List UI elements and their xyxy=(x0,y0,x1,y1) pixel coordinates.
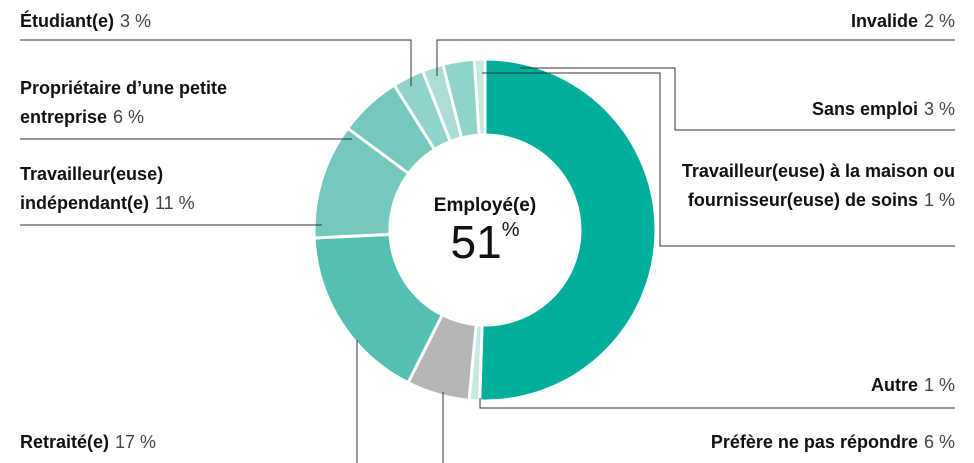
center-label: Employé(e) 51% xyxy=(385,195,585,267)
leader-line xyxy=(520,67,955,131)
value-label: 2 % xyxy=(923,11,955,31)
center-value: 51 xyxy=(450,216,502,268)
segment-label: Autre 1 % xyxy=(655,371,955,400)
category-label: Invalide xyxy=(850,11,918,31)
segment-label: Retraité(e) 17 % xyxy=(20,428,320,457)
value-label: 17 % xyxy=(115,432,157,452)
category-label: Sans emploi xyxy=(811,99,918,119)
value-label: 1 % xyxy=(923,190,955,210)
category-label: Travailleur(euse) indépendant(e) xyxy=(20,164,164,213)
segment-label: Travailleur(euse) à la maison ou fournis… xyxy=(655,157,955,215)
value-label: 3 % xyxy=(923,99,955,119)
value-label: 3 % xyxy=(120,11,152,31)
center-unit: % xyxy=(501,219,520,241)
segment-label: Sans emploi 3 % xyxy=(655,95,955,124)
value-label: 6 % xyxy=(113,107,145,127)
category-label: Retraité(e) xyxy=(20,432,110,452)
leader-line xyxy=(482,72,955,247)
leader-line xyxy=(436,39,955,76)
category-label: Étudiant(e) xyxy=(20,11,114,31)
category-label: Autre xyxy=(870,375,918,395)
segment-label: Invalide 2 % xyxy=(655,7,955,36)
segment-label: Préfère ne pas répondre 6 % xyxy=(555,428,955,457)
segment-label: Propriétaire d’une petite entreprise 6 % xyxy=(20,74,295,132)
center-category: Employé(e) xyxy=(433,195,537,216)
category-label: Travailleur(euse) à la maison ou fournis… xyxy=(681,161,955,210)
leader-line xyxy=(20,39,412,86)
category-label: Préfère ne pas répondre xyxy=(710,432,918,452)
category-label: Propriétaire d’une petite entreprise xyxy=(20,78,228,127)
value-label: 6 % xyxy=(923,432,955,452)
segment-label: Travailleur(euse) indépendant(e) 11 % xyxy=(20,160,250,218)
value-label: 11 % xyxy=(155,193,195,213)
donut-segment xyxy=(478,57,658,403)
segment-label: Étudiant(e) 3 % xyxy=(20,7,320,36)
donut-segment xyxy=(472,57,487,137)
leader-line xyxy=(479,398,955,409)
value-label: 1 % xyxy=(923,375,955,395)
